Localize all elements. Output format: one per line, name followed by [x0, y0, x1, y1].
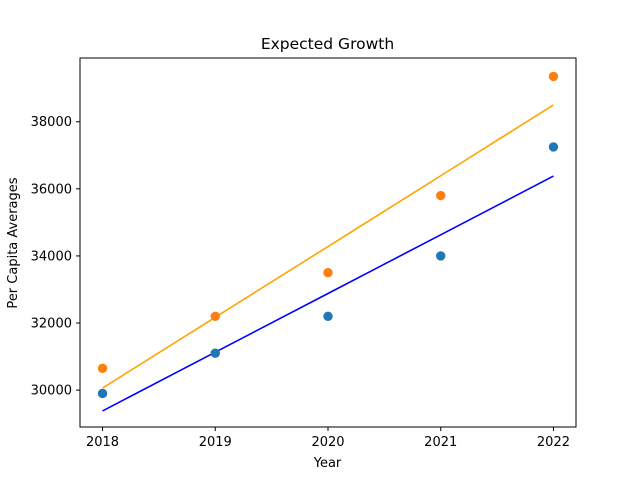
x-tick-label-2021: 2021	[424, 435, 457, 450]
trend-line-2	[102, 104, 554, 389]
data-point-s1-2021	[436, 251, 446, 261]
plot-area: 2018 2019 2020 2021 2022 30000 32000 34000 36000…	[31, 57, 577, 450]
data-point-s2-2019	[210, 311, 220, 321]
data-point-s1-2022	[548, 142, 559, 152]
y-tick-label-38000: 38000	[31, 115, 72, 130]
x-tick-label-2022: 2022	[537, 435, 570, 450]
data-point-s2-2020	[323, 267, 333, 278]
y-tick-label-30000: 30000	[31, 384, 72, 399]
data-point-s2-2022	[548, 71, 559, 82]
data-point-s2-2018	[97, 363, 108, 373]
y-tick-label-36000: 36000	[31, 182, 72, 197]
y-tick-label-32000: 32000	[31, 317, 72, 332]
x-tick-label-2019: 2019	[199, 435, 232, 450]
y-axis-label: Per Capita Averages	[6, 177, 21, 308]
data-point-s1-2019	[210, 348, 220, 358]
x-axis-label: Year	[313, 456, 342, 471]
axes-frame	[79, 57, 577, 428]
y-tick-label-34000: 34000	[31, 249, 72, 264]
chart-title: Expected Growth	[261, 35, 394, 53]
x-tick-label-2020: 2020	[311, 435, 344, 450]
data-point-s2-2021	[436, 190, 446, 201]
trend-line-1	[102, 175, 554, 412]
x-tick-label-2018: 2018	[86, 435, 119, 450]
data-point-s1-2020	[323, 311, 333, 321]
data-point-s1-2018	[97, 388, 108, 399]
